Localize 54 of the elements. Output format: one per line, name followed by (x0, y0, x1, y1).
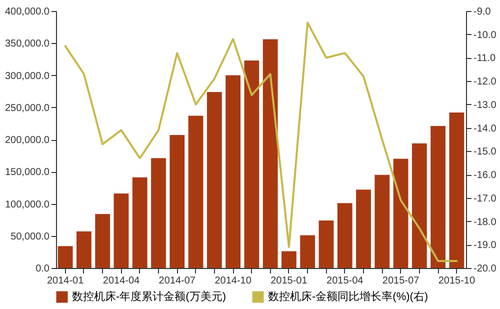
bar (170, 135, 185, 268)
legend-label: 数控机床-金额同比增长率(%)(右) (268, 290, 428, 303)
y2-tick-label: -16.0 (474, 170, 497, 182)
y-tick-label: 50,000.0 (10, 231, 50, 242)
x-tick-label: 2014-10 (214, 276, 252, 286)
y-tick-label: 300,000.0 (5, 70, 50, 82)
line-series (64, 22, 458, 262)
y-tick-label: 250,000.0 (5, 102, 50, 114)
bar (58, 246, 73, 268)
bar (282, 251, 296, 268)
x-tick-label: 2015-04 (326, 276, 364, 286)
bar (356, 190, 371, 268)
bar (206, 92, 222, 268)
y-tick-label: 150,000.0 (5, 167, 50, 178)
bar (95, 214, 110, 268)
bar (132, 177, 148, 268)
y2-tick-label: -14.0 (474, 123, 497, 134)
bar (262, 39, 278, 268)
bar (151, 158, 166, 268)
y-tick-label: 400,000.0 (5, 6, 50, 18)
y2-tick-label: -17.0 (474, 193, 497, 204)
x-tick-label: 2014-01 (46, 276, 84, 286)
bar (114, 193, 129, 268)
y2-tick-label: -12.0 (474, 76, 497, 88)
bar (76, 231, 92, 268)
bar (430, 126, 446, 268)
y2-tick-label: -20.0 (474, 264, 497, 274)
bar (374, 174, 390, 268)
x-tick-label: 2014-07 (158, 276, 196, 286)
y-tick-label: 100,000.0 (5, 199, 50, 210)
bar (300, 235, 316, 268)
x-tick-label: 2015-01 (270, 276, 308, 286)
y2-tick-label: -18.0 (474, 216, 497, 228)
bar (188, 116, 204, 268)
x-tick-label: 2015-07 (382, 276, 420, 286)
y2-tick-label: -19.0 (474, 240, 497, 252)
y2-tick-label: -15.0 (474, 146, 497, 158)
y2-tick-label: -11.0 (474, 53, 496, 64)
y-tick-label: 350,000.0 (5, 38, 50, 50)
bar (226, 75, 240, 268)
bar (318, 220, 334, 268)
y2-tick-label: -10.0 (474, 30, 497, 41)
y-tick-label: 0.0 (36, 264, 50, 274)
x-tick-label: 2015-10 (438, 276, 476, 286)
legend-label: 数控机床-年度累计金额(万美元) (72, 290, 226, 303)
y2-tick-label: -9.0 (474, 6, 492, 18)
x-tick-label: 2014-04 (102, 276, 140, 286)
y-tick-label: 200,000.0 (5, 135, 50, 146)
bar (412, 143, 427, 268)
bar (244, 60, 260, 268)
bar (393, 158, 408, 268)
bar (337, 203, 352, 268)
y2-tick-label: -13.0 (474, 100, 497, 111)
bar (449, 112, 464, 268)
